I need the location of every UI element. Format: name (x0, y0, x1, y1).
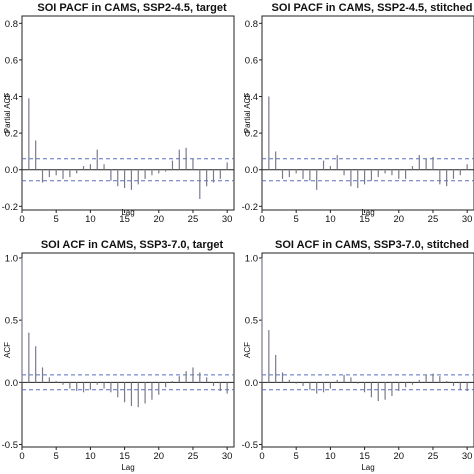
x-tick-label: 20 (393, 214, 404, 225)
y-tick-label: 0.8 (245, 19, 258, 30)
x-tick-label: 10 (85, 214, 96, 225)
x-tick-label: 5 (294, 214, 299, 225)
y-tick-label: 0.6 (245, 55, 258, 66)
x-tick-label: 30 (462, 214, 473, 225)
x-tick-label: 0 (259, 451, 264, 462)
y-tick-label: -0.2 (2, 202, 18, 213)
x-tick-label: 5 (54, 451, 59, 462)
plot-frame (21, 252, 235, 448)
chart-title: SOI ACF in CAMS, SSP3-7.0, target (41, 239, 224, 251)
y-tick-label: 0.8 (5, 19, 18, 30)
x-tick-label: 15 (119, 451, 130, 462)
x-tick-label: 15 (359, 214, 370, 225)
chart-panel-2: SOI PACF in CAMS, SSP2-4.5, stitched -0.2… (242, 2, 474, 225)
y-axis-label: Partial ACF (243, 93, 252, 134)
x-axis-label: Lag (121, 463, 134, 472)
chart-panel-1: SOI PACF in CAMS, SSP2-4.5, target -0.2 0.… (2, 2, 235, 225)
x-axis-label: Lag (361, 208, 374, 217)
y-tick-label: 0.5 (5, 316, 18, 327)
x-tick-label: 10 (325, 451, 336, 462)
x-axis-label: Lag (361, 463, 374, 472)
y-tick-label: -0.5 (242, 440, 258, 451)
x-tick-label: 20 (393, 451, 404, 462)
x-tick-label: 5 (54, 214, 59, 225)
x-tick-label: 25 (188, 451, 199, 462)
x-tick-label: 15 (119, 214, 130, 225)
y-axis-label: Partial ACF (3, 93, 12, 134)
x-tick-label: 30 (222, 214, 233, 225)
x-tick-label: 10 (85, 451, 96, 462)
y-axis-label: ACF (243, 342, 252, 358)
chart-title: SOI PACF in CAMS, SSP2-4.5, stitched (272, 2, 473, 14)
y-tick-label: 0.0 (5, 165, 18, 176)
y-tick-label: 0.2 (245, 129, 258, 140)
x-tick-label: 0 (19, 214, 24, 225)
y-tick-label: -0.5 (2, 440, 18, 451)
x-tick-label: 20 (153, 451, 164, 462)
y-tick-label: 0.0 (5, 378, 18, 389)
y-tick-label: 0.2 (5, 129, 18, 140)
y-tick-label: 0.0 (245, 165, 258, 176)
y-tick-label: 0.4 (5, 92, 18, 103)
y-tick-label: 1.0 (5, 253, 18, 264)
plot-frame (261, 252, 474, 448)
x-tick-label: 10 (325, 214, 336, 225)
y-axis-label: ACF (3, 342, 12, 358)
y-tick-label: 0.5 (245, 316, 258, 327)
x-axis-label: Lag (121, 208, 134, 217)
plot-frame (261, 15, 474, 211)
plot-frame (21, 15, 235, 211)
x-tick-label: 5 (294, 451, 299, 462)
chart-panel-4: SOI ACF in CAMS, SSP3-7.0, stitched-0.50… (242, 239, 474, 472)
x-tick-label: 15 (359, 451, 370, 462)
chart-title: SOI ACF in CAMS, SSP3-7.0, stitched (275, 239, 469, 251)
x-tick-label: 30 (462, 451, 473, 462)
y-tick-label: 0.0 (245, 378, 258, 389)
y-tick-label: 1.0 (245, 253, 258, 264)
x-tick-label: 0 (19, 451, 24, 462)
x-tick-label: 30 (222, 451, 233, 462)
chart-panel-3: SOI ACF in CAMS, SSP3-7.0, target -0.5 0.0… (2, 239, 235, 472)
x-tick-label: 20 (153, 214, 164, 225)
x-tick-label: 25 (428, 451, 439, 462)
x-tick-label: 0 (259, 214, 264, 225)
x-tick-label: 25 (428, 214, 439, 225)
y-tick-label: -0.2 (242, 202, 258, 213)
x-tick-label: 25 (188, 214, 199, 225)
chart-title: SOI PACF in CAMS, SSP2-4.5, target (37, 2, 227, 14)
y-tick-label: 0.6 (5, 55, 18, 66)
y-tick-label: 0.4 (245, 92, 258, 103)
